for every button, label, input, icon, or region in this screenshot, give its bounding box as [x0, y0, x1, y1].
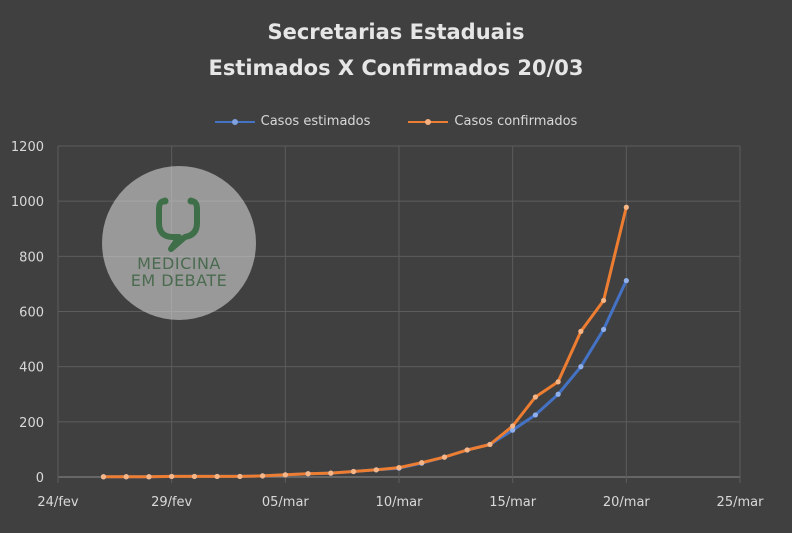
x-tick-label: 25/mar: [717, 495, 765, 510]
data-point-confirmados: [169, 473, 175, 480]
stethoscope-icon: [156, 197, 200, 252]
data-point-estimados: [555, 391, 561, 397]
chart-subtitle: Estimados X Confirmados 20/03: [208, 56, 584, 80]
data-point-confirmados: [578, 328, 584, 334]
data-point-confirmados: [441, 454, 448, 460]
logo-text-line1: MEDICINA: [137, 254, 221, 273]
legend-swatch-estimados: [214, 118, 255, 125]
data-point-confirmados: [419, 460, 425, 466]
chart-title: Secretarias Estaduais: [267, 20, 525, 44]
x-tick-label: 29/fev: [151, 495, 192, 510]
y-tick-label: 1000: [11, 195, 44, 210]
legend-item-confirmados: Casos confirmados: [408, 114, 577, 129]
data-point-confirmados: [237, 473, 243, 480]
x-tick-label: 15/mar: [489, 495, 537, 510]
y-tick-label: 1200: [11, 140, 44, 155]
x-tick-label: 05/mar: [262, 495, 310, 510]
data-point-confirmados: [100, 474, 107, 480]
data-point-confirmados: [282, 472, 288, 478]
x-tick-label: 24/fev: [37, 495, 78, 510]
data-point-estimados: [510, 427, 516, 433]
logo-text-line2: EM DEBATE: [130, 271, 228, 290]
y-axis-ticks: 0 200 400 600 800 1000 1200: [11, 140, 44, 486]
series-lines: [103, 206, 628, 479]
data-point-confirmados: [146, 474, 152, 480]
data-point-estimados: [601, 326, 607, 333]
y-tick-label: 800: [19, 250, 44, 265]
data-point-estimados: [532, 412, 539, 418]
y-tick-label: 0: [36, 471, 44, 486]
medicina-em-debate-logo: MEDICINA EM DEBATE: [102, 166, 256, 320]
data-point-confirmados: [260, 473, 266, 479]
data-point-confirmados: [123, 474, 129, 480]
data-point-confirmados: [487, 441, 493, 448]
data-point-confirmados: [396, 465, 402, 471]
legend-swatch-confirmados: [408, 118, 449, 125]
y-tick-label: 400: [19, 361, 44, 376]
data-point-confirmados: [623, 204, 629, 210]
legend-item-estimados: Casos estimados: [214, 114, 371, 129]
data-point-estimados: [578, 364, 584, 370]
legend: Casos estimados Casos confirmados: [0, 114, 792, 129]
legend-label-estimados: Casos estimados: [260, 114, 371, 129]
data-point-confirmados: [555, 379, 561, 385]
data-point-confirmados: [305, 471, 311, 477]
series-points: [100, 204, 629, 480]
data-point-confirmados: [350, 468, 357, 475]
x-tick-label: 10/mar: [376, 495, 424, 510]
y-tick-label: 200: [19, 416, 44, 431]
data-point-confirmados: [510, 423, 516, 429]
data-point-confirmados: [191, 473, 197, 480]
data-point-confirmados: [601, 297, 607, 304]
data-point-confirmados: [214, 473, 220, 480]
data-point-confirmados: [464, 447, 470, 453]
x-axis-ticks: 24/fev 29/fev 05/mar 10/mar 15/mar 20/mar 25/m…: [37, 495, 764, 510]
data-point-estimados: [623, 278, 629, 284]
data-point-confirmados: [328, 470, 334, 476]
legend-label-confirmados: Casos confirmados: [454, 114, 578, 129]
data-point-confirmados: [532, 394, 539, 400]
series-line-confirmados: [103, 206, 628, 479]
x-tick-label: 20/mar: [603, 495, 651, 510]
y-tick-label: 600: [19, 306, 44, 321]
data-point-confirmados: [373, 467, 379, 473]
